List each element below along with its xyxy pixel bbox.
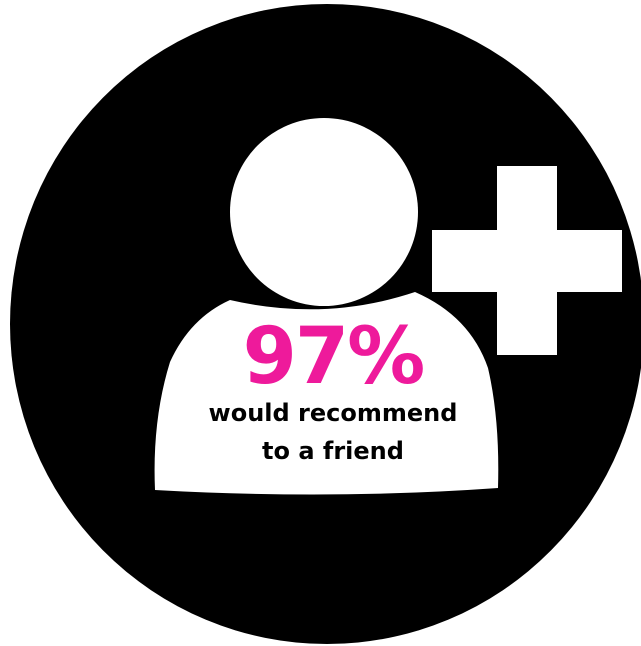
plus-icon (432, 166, 622, 355)
person-body-shape (154, 292, 499, 495)
stat-caption-line-2: to a friend (262, 437, 404, 465)
person-head-shape (230, 118, 418, 306)
stat-percent: 97% (242, 312, 426, 402)
stat-caption-line-1: would recommend (208, 399, 458, 427)
